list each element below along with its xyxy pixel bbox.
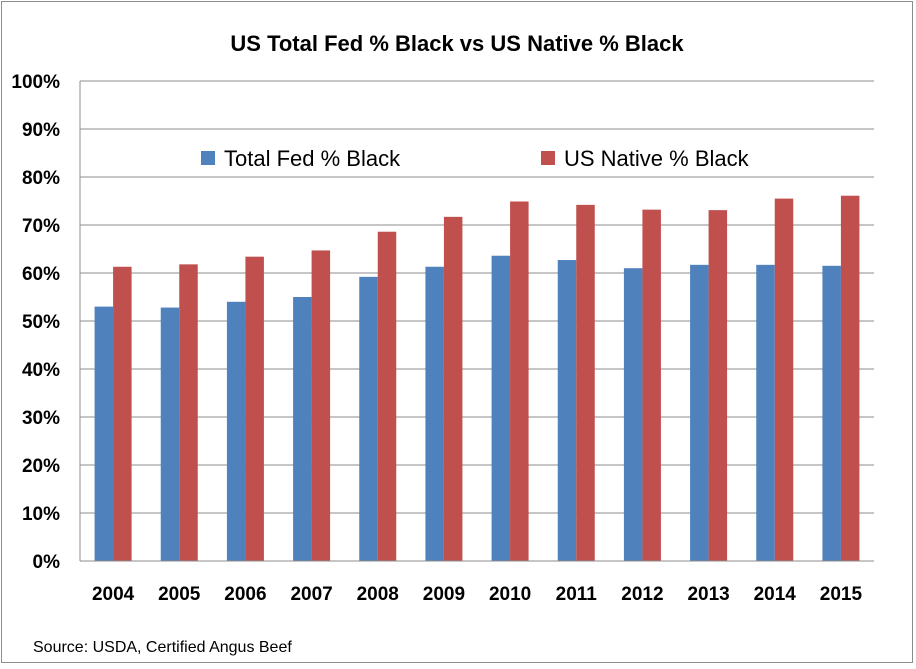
bar-us-native <box>576 204 595 561</box>
legend-label: US Native % Black <box>564 146 750 171</box>
bar-total-fed <box>293 297 312 561</box>
y-tick-label: 30% <box>22 408 60 429</box>
bar-us-native <box>510 201 529 562</box>
y-tick-label: 70% <box>22 216 60 237</box>
y-tick-label: 80% <box>22 168 60 189</box>
bar-total-fed <box>822 265 841 561</box>
bars <box>94 195 860 562</box>
x-tick-label: 2006 <box>224 584 266 605</box>
legend-label: Total Fed % Black <box>224 146 401 171</box>
x-tick-label: 2009 <box>423 584 465 605</box>
y-tick-label: 90% <box>22 120 60 141</box>
y-axis: 0% 10% 20% 30% 40% 50% 60% 70% 80% 90% 100% <box>11 72 81 573</box>
bar-total-fed <box>690 264 709 561</box>
x-tick-label: 2010 <box>489 584 531 605</box>
bar-us-native <box>642 209 661 561</box>
y-tick-label: 40% <box>22 360 60 381</box>
x-tick-label: 2004 <box>92 584 135 605</box>
x-tick-label: 2015 <box>820 584 863 605</box>
x-tick-label: 2005 <box>158 584 201 605</box>
chart-title: US Total Fed % Black vs US Native % Blac… <box>230 31 684 56</box>
y-tick-label: 10% <box>22 504 60 525</box>
bar-us-native <box>840 195 860 561</box>
x-tick-label: 2008 <box>357 584 399 605</box>
bar-us-native <box>708 210 728 561</box>
bar-us-native <box>113 266 132 561</box>
x-tick-label: 2013 <box>687 584 729 605</box>
bar-total-fed <box>491 255 511 561</box>
legend-swatch <box>541 151 555 165</box>
bar-total-fed <box>623 268 643 561</box>
legend-swatch <box>201 151 215 165</box>
bar-us-native <box>443 216 463 561</box>
gridlines <box>80 80 874 562</box>
x-axis: 2004 2005 2006 2007 2008 2009 2010 2011 2012 2013… <box>80 560 874 605</box>
y-tick-label: 20% <box>22 456 60 477</box>
x-tick-label: 2014 <box>754 584 797 605</box>
source-note: Source: USDA, Certified Angus Beef <box>33 639 292 656</box>
bar-total-fed <box>756 264 775 561</box>
bar-us-native <box>377 231 397 561</box>
bar-us-native <box>245 256 264 561</box>
bar-total-fed <box>226 301 246 561</box>
x-tick-label: 2007 <box>290 584 332 605</box>
bar-total-fed <box>94 306 114 561</box>
bar-total-fed <box>160 307 180 561</box>
y-tick-label: 0% <box>33 552 61 573</box>
x-tick-label: 2012 <box>621 584 663 605</box>
bar-total-fed <box>359 276 378 561</box>
y-tick-label: 60% <box>22 264 60 285</box>
bar-total-fed <box>557 260 577 561</box>
y-tick-label: 50% <box>22 312 60 333</box>
bar-us-native <box>774 198 794 561</box>
bar-total-fed <box>425 266 444 561</box>
y-tick-label: 100% <box>11 72 60 93</box>
legend: Total Fed % Black US Native % Black <box>201 146 750 171</box>
bar-us-native <box>179 264 198 561</box>
bar-us-native <box>311 250 331 561</box>
x-tick-label: 2011 <box>556 584 598 605</box>
